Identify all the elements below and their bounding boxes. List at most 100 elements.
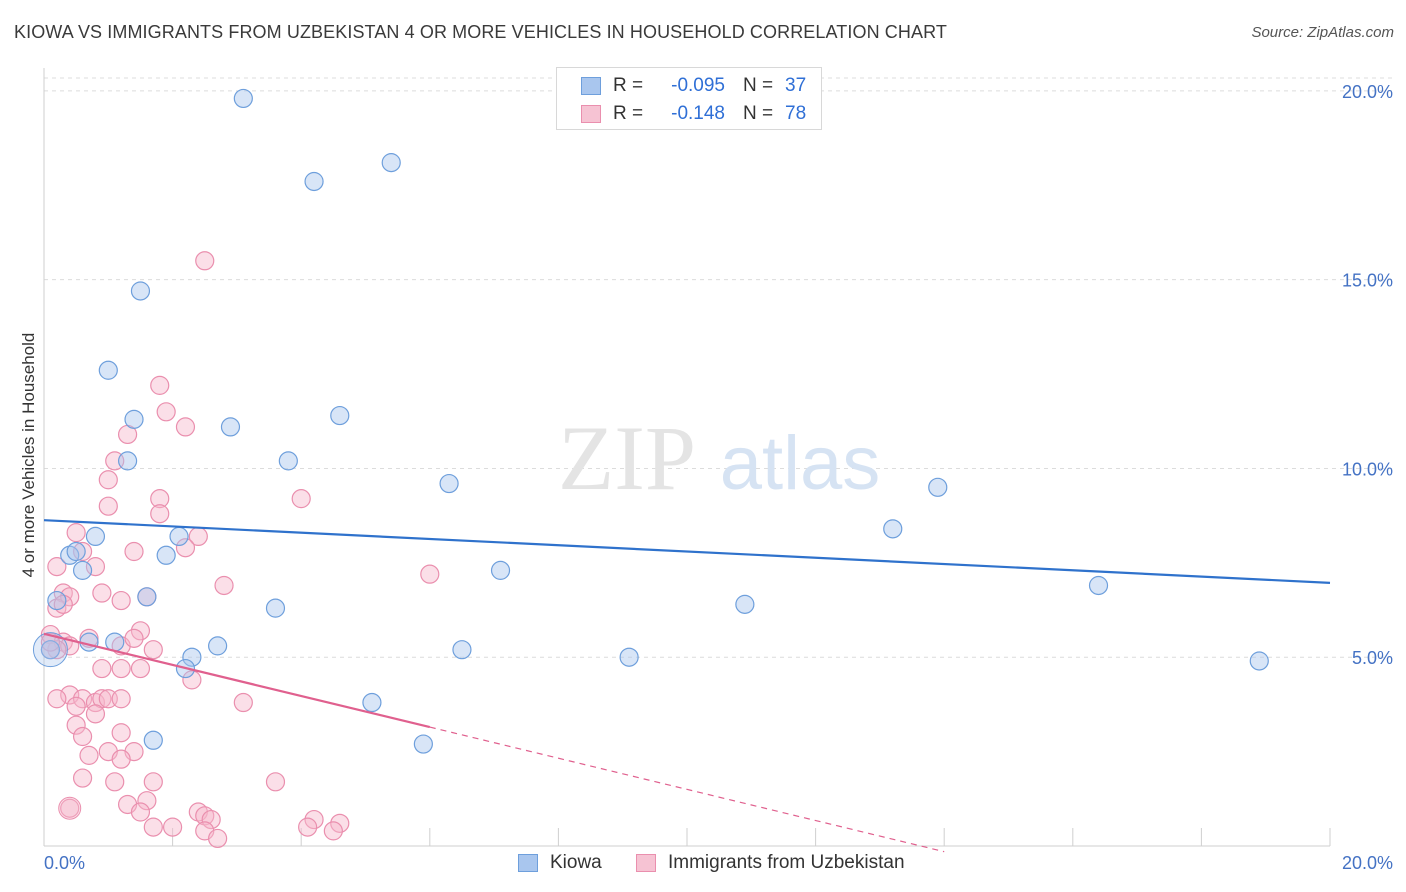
uzbekistan-point [72, 768, 93, 788]
kiowa-point [156, 545, 176, 565]
kiowa-point [452, 640, 472, 660]
kiowa-point [883, 519, 903, 539]
y-tick-label: 15.0% [1342, 271, 1393, 291]
kiowa-swatch [518, 854, 538, 872]
kiowa-point [40, 640, 61, 660]
kiowa-point [304, 171, 324, 192]
kiowa-point [1249, 651, 1269, 671]
uzbekistan-point [291, 489, 311, 509]
x-tick-label: 20.0% [1342, 853, 1393, 873]
uzbekistan-point [47, 689, 67, 709]
uzbekistan-point [124, 541, 144, 562]
legend-item-kiowa[interactable]: Kiowa [518, 852, 602, 874]
uzbekistan-point [85, 704, 106, 724]
uzbekistan-point [208, 828, 228, 849]
uzbekistan-point [85, 557, 106, 577]
uzbekistan-point [66, 715, 86, 735]
legend-row-uzbekistan: R = -0.148 N = 78 [557, 100, 806, 128]
uzbekistan-point [214, 575, 234, 596]
legend-item-uzbekistan[interactable]: Immigrants from Uzbekistan [636, 852, 905, 874]
uzbekistan-trend-line [43, 632, 431, 729]
uzbekistan-point [150, 375, 170, 395]
uzbekistan-point [265, 772, 286, 792]
kiowa-point [137, 587, 157, 607]
uzbekistan-point [72, 726, 93, 747]
legend-row-kiowa: R = -0.095 N = 37 [557, 72, 806, 100]
kiowa-point [928, 477, 948, 497]
uzbekistan-point [143, 772, 163, 792]
watermark-atlas: atlas [720, 421, 881, 506]
kiowa-point [735, 594, 755, 614]
uzbekistan-point [175, 538, 196, 558]
kiowa-point [439, 473, 459, 494]
kiowa-point [1088, 575, 1109, 596]
grid-lines [44, 77, 1395, 658]
kiowa-point [330, 405, 350, 426]
r-label: R = [613, 75, 644, 96]
uzbekistan-point [60, 798, 80, 818]
x-tick-label: 0.0% [44, 853, 85, 873]
uzbekistan-point [137, 791, 157, 811]
kiowa-point [220, 417, 241, 437]
kiowa-point [72, 560, 93, 580]
stats-legend: R = -0.095 N = 37 R = -0.148 N = 78 [556, 67, 822, 130]
uzbekistan-point [195, 251, 215, 271]
uzbekistan-point [182, 670, 202, 690]
uzbekistan-point [79, 745, 99, 765]
kiowa-point [117, 451, 138, 471]
y-axis-label: 4 or more Vehicles in Household [19, 333, 38, 578]
uzbekistan-point [201, 809, 221, 830]
legend-uzbekistan-label: Immigrants from Uzbekistan [668, 852, 905, 873]
uzbekistan-point [156, 402, 176, 422]
kiowa-point [413, 734, 433, 754]
y-tick-label: 10.0% [1342, 459, 1393, 479]
kiowa-point [47, 590, 67, 611]
uzbekistan-point [143, 817, 163, 837]
r-label: R = [613, 103, 644, 124]
kiowa-point [490, 560, 511, 580]
uzbekistan-point [72, 541, 93, 562]
axes [43, 68, 1331, 847]
kiowa-point [619, 647, 639, 667]
uzbekistan-point [72, 689, 93, 709]
uzbekistan-point [60, 685, 80, 705]
kiowa-point [143, 730, 163, 750]
uzbekistan-point [304, 809, 324, 830]
uzbekistan-point [111, 658, 131, 679]
x-tick-labels: 0.0% 20.0% [44, 853, 1393, 873]
uzbekistan-point [420, 564, 440, 584]
uzbekistan-n-value: 78 [785, 103, 807, 124]
uzbekistan-point [124, 628, 144, 648]
kiowa-n-value: 37 [785, 75, 807, 96]
uzbekistan-swatch [581, 105, 601, 123]
uzbekistan-point [330, 813, 350, 833]
uzbekistan-swatch [636, 854, 656, 872]
kiowa-r-value: -0.095 [671, 75, 725, 96]
y-tick-labels: 5.0% 10.0% 15.0% 20.0% [1342, 82, 1393, 668]
kiowa-trend-line [43, 519, 1331, 584]
y-tick-label: 5.0% [1352, 648, 1393, 668]
kiowa-point [169, 526, 189, 547]
kiowa-point [124, 409, 144, 429]
kiowa-point [130, 281, 151, 301]
uzbekistan-point [150, 489, 170, 509]
trend-lines [43, 519, 1331, 853]
kiowa-point [381, 153, 401, 173]
kiowa-point [182, 647, 202, 667]
uzbekistan-trend-extension [429, 726, 945, 853]
kiowa-point [362, 692, 382, 713]
uzbekistan-point [323, 821, 343, 841]
kiowa-point [66, 541, 86, 562]
uzbekistan-point [163, 817, 183, 837]
n-label: N = [743, 75, 774, 96]
uzbekistan-r-value: -0.148 [671, 103, 725, 124]
uzbekistan-point [98, 496, 118, 516]
watermark-zip: ZIP [558, 407, 696, 509]
uzbekistan-point [233, 692, 253, 713]
uzbekistan-point [130, 621, 151, 641]
uzbekistan-point [130, 802, 151, 822]
n-label: N = [743, 103, 774, 124]
series-uzbekistan-points [40, 251, 440, 849]
uzbekistan-point [150, 504, 170, 524]
kiowa-point [278, 451, 298, 471]
